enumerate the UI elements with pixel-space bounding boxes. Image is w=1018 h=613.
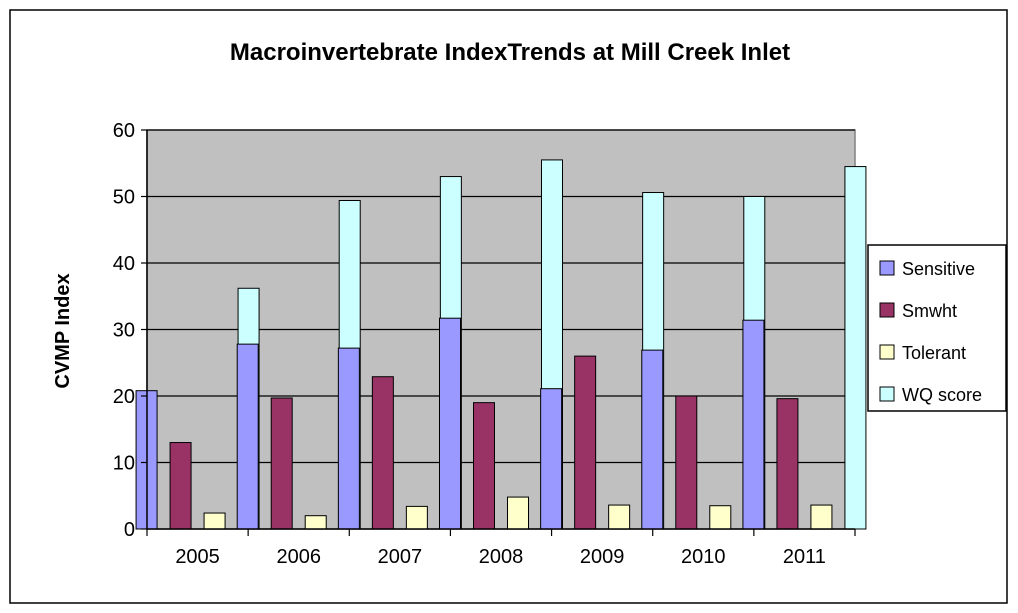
bar-sensitive-2010 xyxy=(641,349,664,530)
y-tick-label: 10 xyxy=(113,453,135,475)
bar-tolerant-2006 xyxy=(304,515,327,530)
bar-smwht-2010 xyxy=(675,395,698,530)
bar-sensitive-2006 xyxy=(236,343,259,530)
bar-sensitive-2008 xyxy=(439,317,461,530)
bar-wq-score-2011 xyxy=(844,166,867,530)
bar-smwht-2011 xyxy=(776,398,799,530)
y-tick-label: 40 xyxy=(113,253,135,275)
bar-tolerant-2009 xyxy=(608,504,631,530)
x-tick-label: 2011 xyxy=(783,546,826,568)
y-axis-label: CVMP Index xyxy=(52,273,74,388)
x-tick-label: 2010 xyxy=(681,546,726,568)
x-tick-label: 2007 xyxy=(378,546,423,568)
axes xyxy=(141,129,856,536)
x-tick-label: 2008 xyxy=(479,546,524,568)
legend-label: WQ score xyxy=(902,385,982,405)
y-tick-label: 20 xyxy=(113,386,135,408)
bar-tolerant-2007 xyxy=(405,505,428,530)
bar-smwht-2008 xyxy=(473,402,495,530)
legend-swatch xyxy=(879,386,895,402)
y-tick-label: 30 xyxy=(113,320,135,342)
bar-sensitive-2011 xyxy=(742,319,765,530)
y-tick-label: 50 xyxy=(113,187,135,209)
y-tick-label: 0 xyxy=(124,519,135,541)
legend-swatch xyxy=(879,302,895,318)
x-tick-label: 2009 xyxy=(580,546,625,568)
bar-smwht-2005 xyxy=(169,442,192,530)
chart-title: Macroinvertebrate IndexTrends at Mill Cr… xyxy=(230,39,790,66)
bar-sensitive-2007 xyxy=(337,347,360,530)
y-tick-labels: 0 10 20 30 40 50 60 xyxy=(113,120,135,541)
x-tick-label: 2006 xyxy=(276,546,321,568)
x-tick-labels: 2005 2006 2007 2008 2009 2010 2011 xyxy=(175,546,826,568)
legend-swatch xyxy=(879,260,895,276)
legend-label: Smwht xyxy=(902,301,957,321)
legend-swatch xyxy=(879,344,895,360)
y-tick-label: 60 xyxy=(113,120,135,142)
bar-tolerant-2008 xyxy=(507,496,529,530)
gridlines xyxy=(147,129,855,464)
bar-smwht-2006 xyxy=(270,397,293,530)
legend-label: Tolerant xyxy=(902,343,966,363)
x-tick-label: 2005 xyxy=(175,546,220,568)
bar-smwht-2007 xyxy=(371,376,394,530)
bar-smwht-2009 xyxy=(574,355,597,530)
legend: Sensitive Smwht Tolerant WQ score xyxy=(867,244,1007,412)
bar-tolerant-2005 xyxy=(203,512,226,530)
legend-label: Sensitive xyxy=(902,259,975,279)
bar-sensitive-2009 xyxy=(540,388,563,530)
bar-tolerant-2010 xyxy=(709,505,732,530)
bar-tolerant-2011 xyxy=(810,504,833,530)
